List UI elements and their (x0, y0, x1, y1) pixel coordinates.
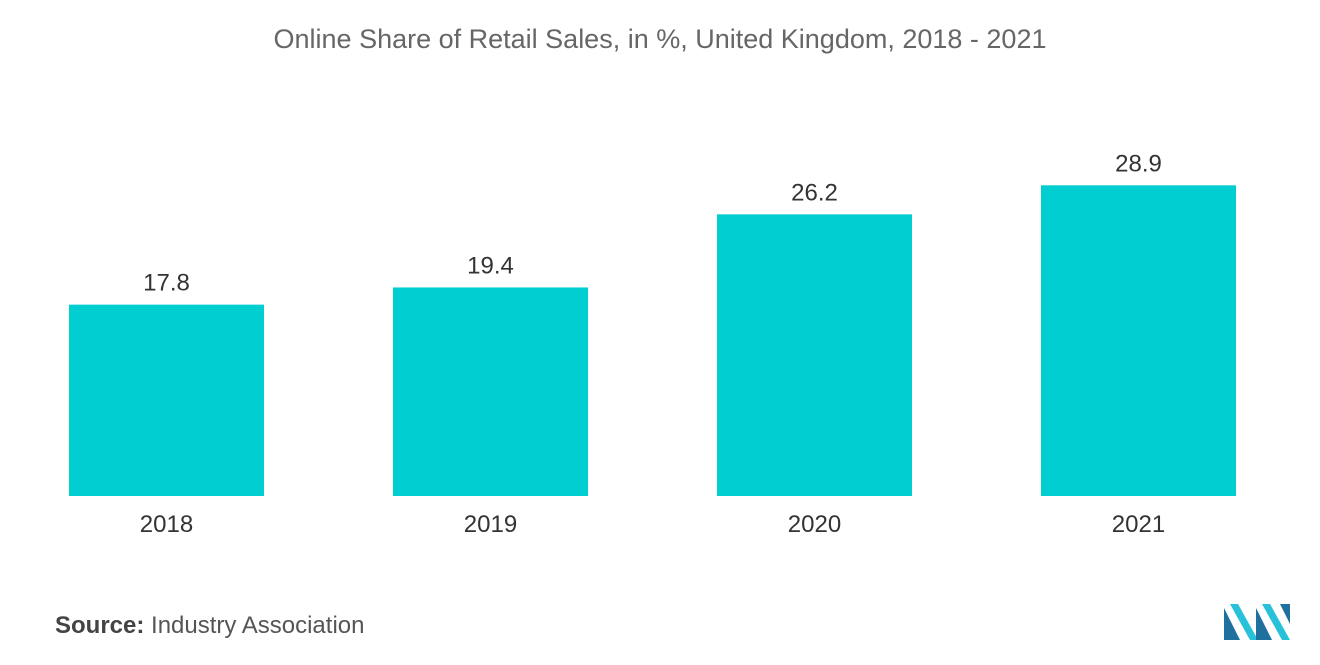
bar-2020 (717, 214, 912, 496)
value-label-2018: 17.8 (143, 270, 190, 297)
value-label-2019: 19.4 (467, 252, 514, 279)
value-label-2020: 26.2 (791, 179, 838, 206)
x-tick-label-2019: 2019 (464, 511, 517, 538)
source-prefix: Source: (55, 612, 145, 639)
source-text: Industry Association (151, 612, 365, 639)
chart-title: Online Share of Retail Sales, in %, Unit… (273, 24, 1047, 54)
bar-2018 (69, 304, 264, 496)
x-tick-label-2021: 2021 (1112, 511, 1165, 538)
bar-2021 (1041, 185, 1236, 496)
value-label-2021: 28.9 (1115, 150, 1162, 177)
bar-chart: 17.8 2018 19.4 2019 26.2 2020 28.9 2021 (69, 150, 1236, 538)
mordor-intelligence-logo-icon (1224, 604, 1290, 640)
bar-2019 (393, 287, 588, 496)
source-note: Source: Industry Association (55, 612, 364, 640)
x-tick-label-2018: 2018 (140, 511, 193, 538)
x-tick-label-2020: 2020 (788, 511, 841, 538)
